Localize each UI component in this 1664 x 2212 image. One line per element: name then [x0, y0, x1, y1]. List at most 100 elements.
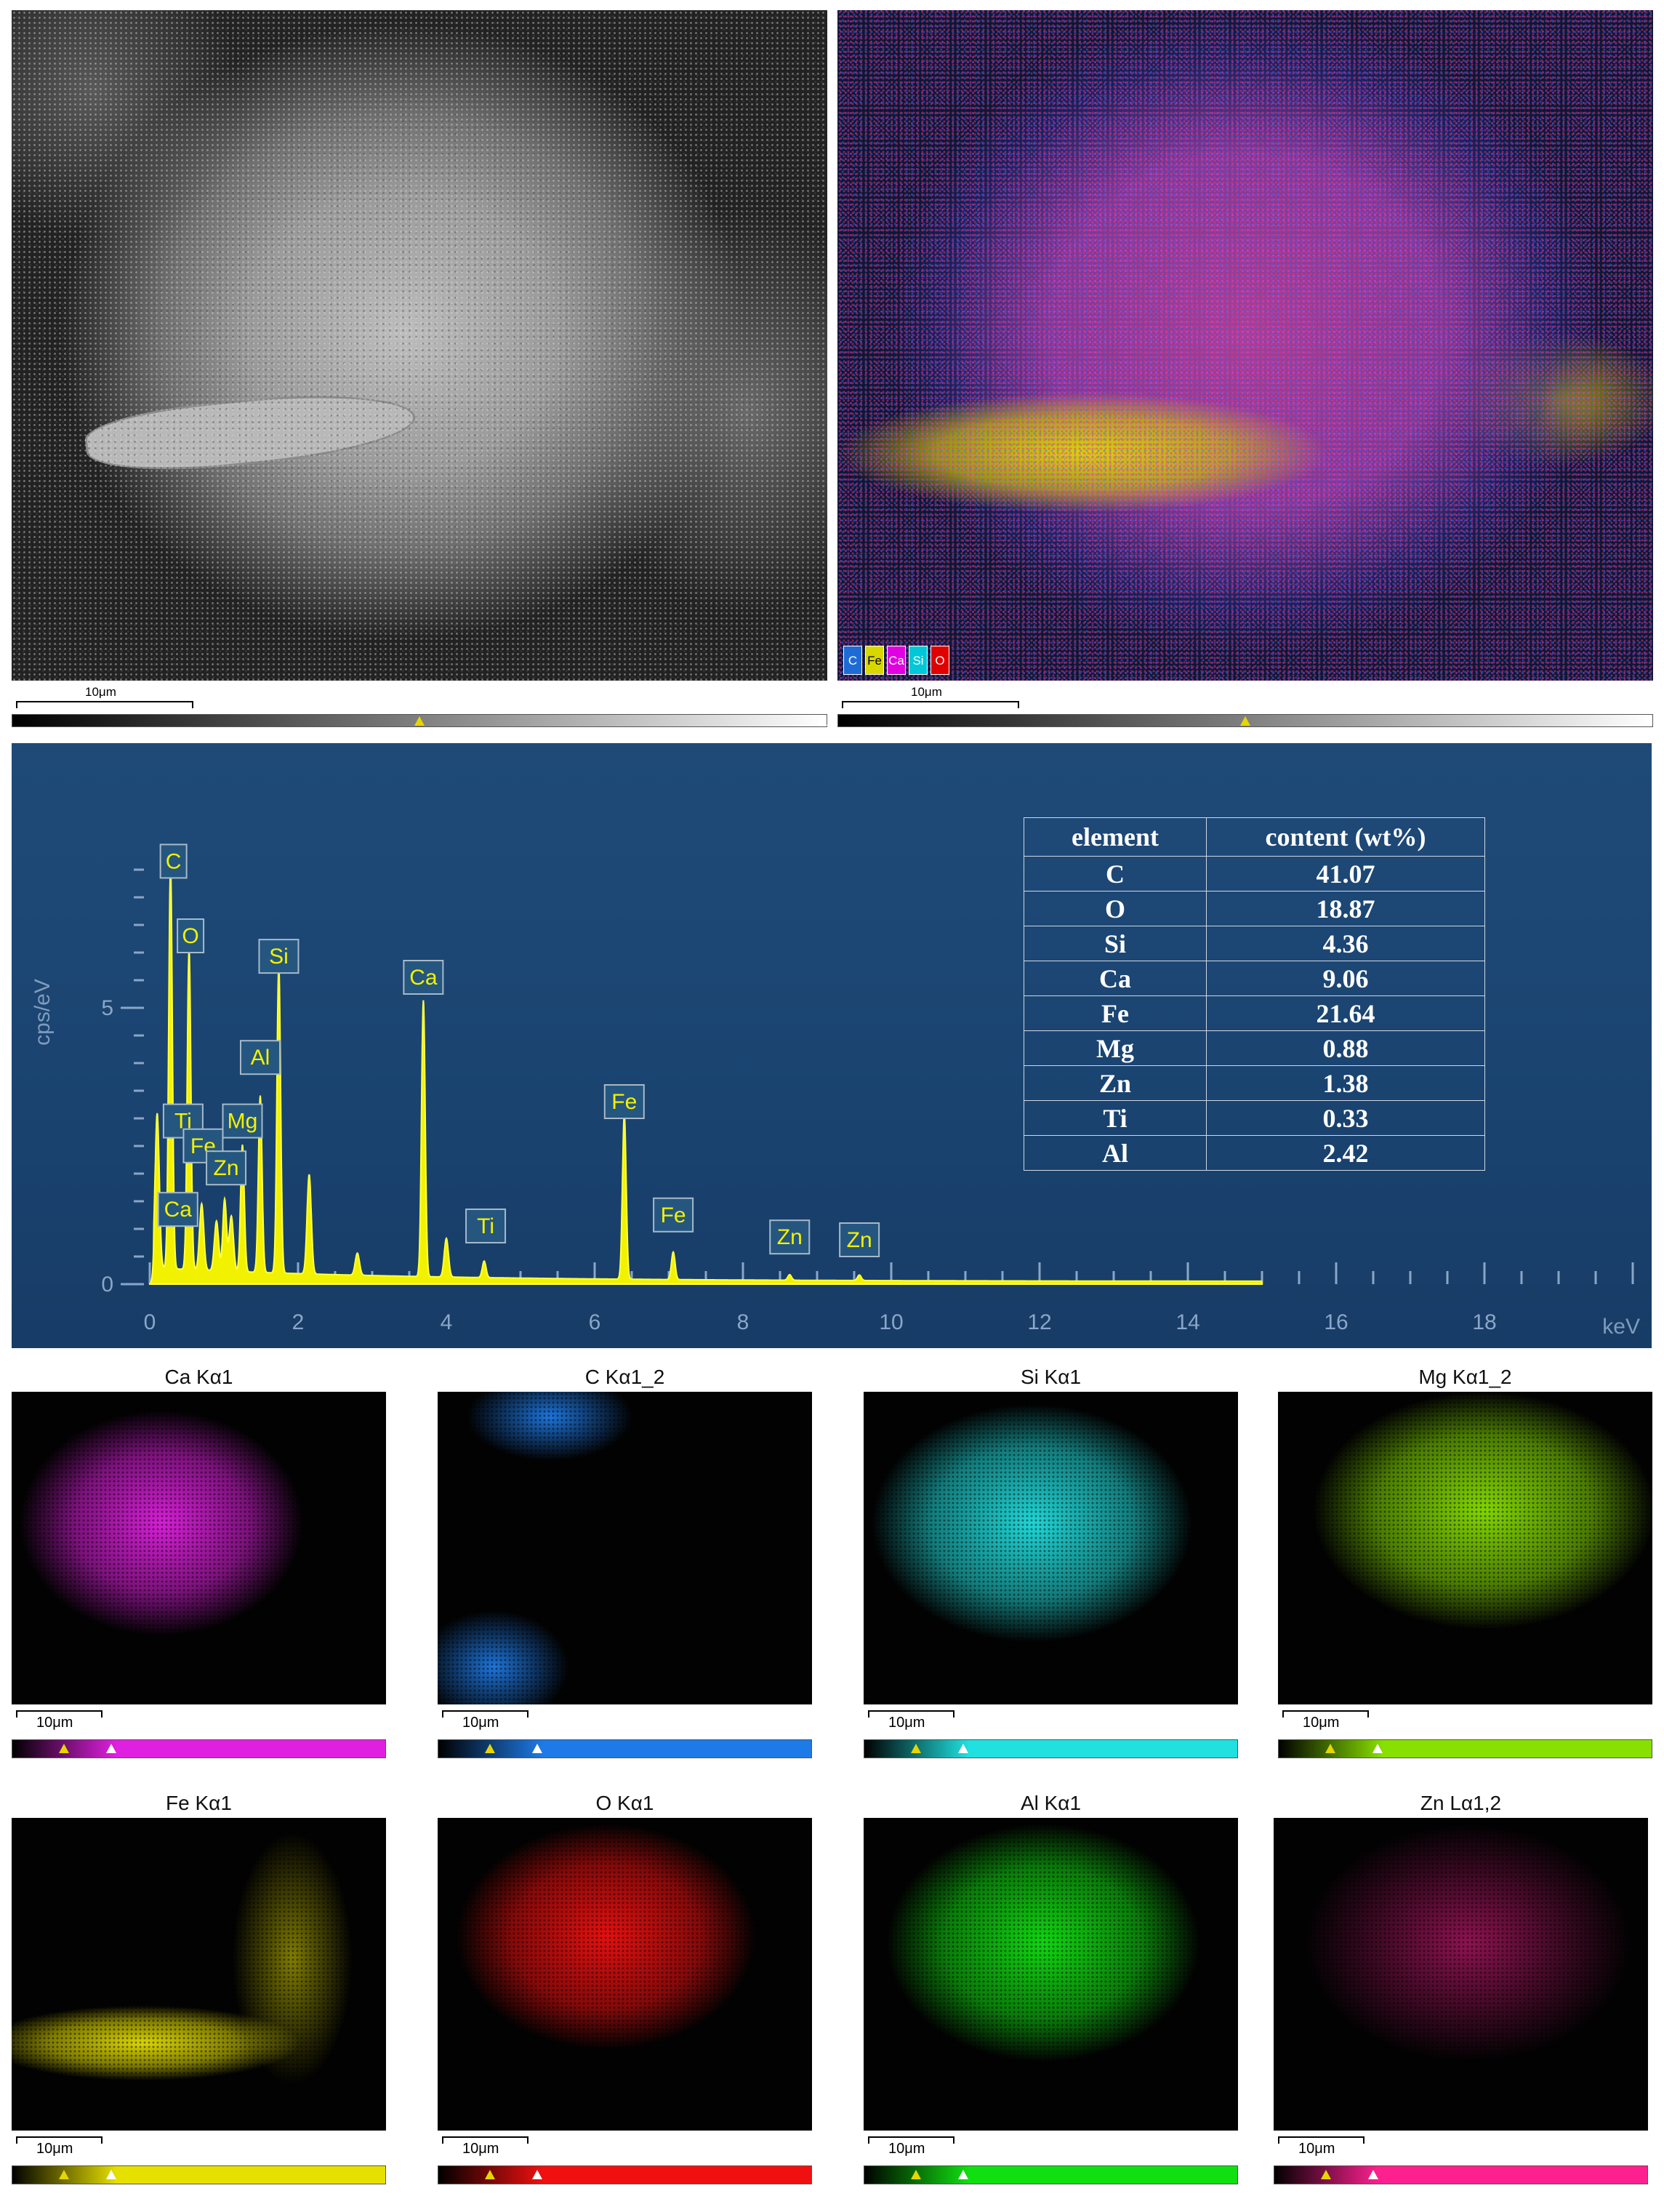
map-colorbar: [438, 1739, 812, 1758]
element-map-c: [438, 1392, 812, 1704]
y-tick-label: 5: [101, 996, 113, 1020]
table-cell-content: 1.38: [1206, 1065, 1485, 1101]
map-scalebar: 10μm: [868, 2136, 954, 2158]
x-tick-label: 14: [1175, 1310, 1199, 1334]
map-title-c: C Kα1_2: [584, 1366, 665, 1388]
table-row: Ti 0.33: [1024, 1100, 1485, 1136]
map-scalebar: 10μm: [442, 2136, 528, 2158]
map-scalebar: 10μm: [1278, 2136, 1364, 2158]
map-scalebar-line: [442, 2136, 528, 2144]
map-scalebar-line: [868, 1710, 954, 1718]
table-row: Zn 1.38: [1024, 1065, 1485, 1101]
sem-scalebar-label: 10μm: [85, 685, 116, 699]
peak-label-box: [603, 1084, 645, 1119]
legend-chip-ca: Ca: [887, 646, 906, 675]
map-title-si: Si Kα1: [1020, 1366, 1082, 1388]
table-cell-element: O: [1024, 891, 1207, 926]
overlay-colorbar-marker-mid: [1240, 716, 1250, 726]
sem-scalebar: 10μm: [16, 685, 193, 708]
element-map-al: [864, 1818, 1238, 2131]
legend-chip-c: C: [843, 646, 862, 675]
element-map-fe: [12, 1818, 386, 2131]
legend-chip-fe: Fe: [865, 646, 884, 675]
map-scalebar-label: 10μm: [888, 1715, 925, 1731]
map-colorbar-marker-low: [59, 2170, 69, 2179]
peak-label: O: [182, 924, 198, 948]
map-scalebar-line: [1278, 2136, 1364, 2144]
x-tick-label: 10: [879, 1310, 903, 1334]
element-map-ca: [12, 1392, 386, 1704]
sem-colorbar-marker-mid: [414, 716, 425, 726]
y-axis-label: cps/eV: [31, 979, 55, 1046]
table-cell-content: 41.07: [1206, 856, 1485, 891]
table-row: Fe 21.64: [1024, 995, 1485, 1031]
peak-label: Si: [269, 945, 289, 969]
map-scalebar: 10μm: [442, 1710, 528, 1732]
peak-label-box: [839, 1222, 880, 1257]
element-map-o: [438, 1818, 812, 2131]
sem-particle-ledge: [82, 382, 419, 481]
peak-label: Ti: [477, 1214, 494, 1238]
map-scalebar-label: 10μm: [462, 2141, 499, 2157]
header-content: content (wt%): [1206, 817, 1485, 857]
map-scalebar-line: [442, 1710, 528, 1718]
map-colorbar: [438, 2165, 812, 2184]
peak-label: Zn: [847, 1228, 872, 1252]
sem-colorbar-marker-end: [817, 716, 827, 726]
overlay-scalebar-label: 10μm: [911, 685, 942, 699]
map-colorbar: [12, 1739, 386, 1758]
peak-label-box: [239, 1040, 281, 1075]
table-cell-element: C: [1024, 856, 1207, 891]
map-colorbar-marker-low: [1325, 1744, 1335, 1753]
table-cell-content: 4.36: [1206, 926, 1485, 961]
sem-scalebar-line: [16, 701, 193, 708]
x-tick-label: 2: [292, 1310, 305, 1334]
map-colorbar-marker-low: [1321, 2170, 1331, 2179]
table-header-row: element content (wt%): [1024, 817, 1485, 857]
map-colorbar-marker-low: [485, 1744, 495, 1753]
map-scalebar-label: 10μm: [36, 1715, 73, 1731]
peak-label: Ca: [164, 1198, 193, 1222]
element-map-mg: [1278, 1392, 1652, 1704]
eds-spectrum-panel: 0 2 4 6 8 10 12 14 16 18 0 5 C O Si Ca Al Fe Ti Mg Fe Zn Ca Ti…: [12, 743, 1652, 1348]
map-scalebar-label: 10μm: [1298, 2141, 1335, 2157]
map-colorbar-marker-high: [106, 1744, 116, 1753]
peak-label-box: [206, 1150, 247, 1186]
peak-label-box: [159, 843, 188, 879]
peak-label: Ca: [409, 966, 438, 990]
map-colorbar-marker-high: [958, 2170, 968, 2179]
map-scalebar-line: [868, 2136, 954, 2144]
table-row: Al 2.42: [1024, 1135, 1485, 1171]
map-colorbar: [864, 1739, 1238, 1758]
overlay-scalebar: 10μm: [842, 685, 1019, 708]
x-axis-unit: keV: [1602, 1315, 1640, 1339]
table-cell-element: Ti: [1024, 1100, 1207, 1136]
legend-chip-si: Si: [909, 646, 928, 675]
map-scalebar-label: 10μm: [1303, 1715, 1340, 1731]
map-scalebar-line: [16, 2136, 103, 2144]
x-tick-label: 4: [441, 1310, 453, 1334]
overlay-scalebar-line: [842, 701, 1019, 708]
peak-label: Zn: [777, 1225, 803, 1249]
peak-label: Fe: [661, 1203, 686, 1227]
element-map-si: [864, 1392, 1238, 1704]
table-cell-content: 18.87: [1206, 891, 1485, 926]
table-cell-content: 0.88: [1206, 1030, 1485, 1066]
map-colorbar-marker-high: [1368, 2170, 1378, 2179]
map-title-al: Al Kα1: [1020, 1792, 1082, 1814]
peak-label-box: [403, 960, 444, 995]
table-cell-element: Zn: [1024, 1065, 1207, 1101]
peak-label-box: [177, 918, 205, 953]
peak-label-box: [465, 1209, 507, 1243]
table-row: O 18.87: [1024, 891, 1485, 926]
map-colorbar-marker-high: [1372, 1744, 1383, 1753]
map-scalebar: 10μm: [16, 2136, 103, 2158]
x-tick-label: 8: [737, 1310, 749, 1334]
peak-label-box: [653, 1197, 694, 1233]
table-cell-element: Ca: [1024, 961, 1207, 996]
map-title-mg: Mg Kα1_2: [1418, 1366, 1512, 1388]
spectrum-trace: [149, 865, 1263, 1285]
table-cell-element: Mg: [1024, 1030, 1207, 1066]
peak-label-box: [258, 939, 300, 974]
header-element: element: [1024, 817, 1207, 857]
